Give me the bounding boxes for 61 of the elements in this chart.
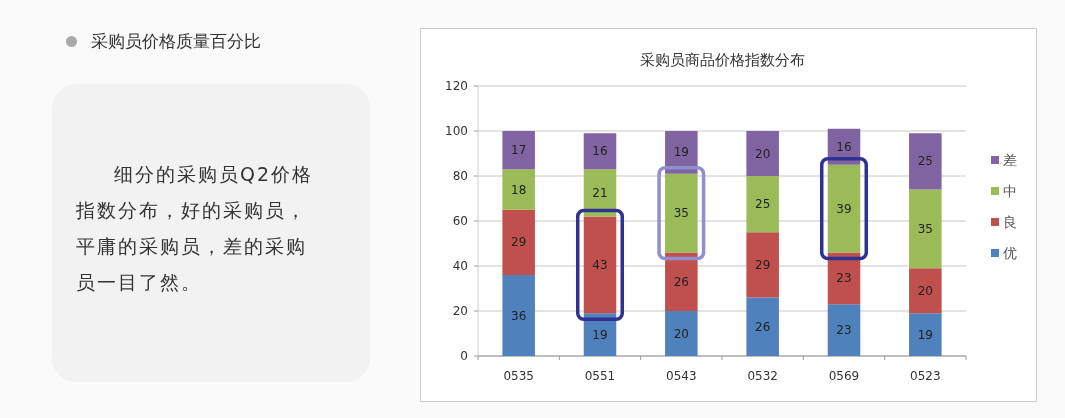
y-tick-label: 80 [452,169,468,183]
bar [909,268,942,314]
data-label: 26 [673,274,689,289]
bar [746,131,779,176]
bar [746,176,779,233]
legend-label: 优 [1003,245,1017,261]
x-tick-label: 0532 [747,369,778,383]
x-tick-label: 0551 [584,369,616,383]
bar [502,275,535,356]
data-label: 23 [836,271,852,286]
data-label: 19 [673,145,689,160]
data-label: 20 [673,326,689,341]
data-label: 16 [836,139,852,154]
data-label: 39 [836,201,852,216]
data-label: 35 [673,206,689,221]
bar [583,133,617,170]
data-label: 23 [836,323,852,338]
data-label: 25 [755,197,771,212]
bar [583,169,617,217]
data-label: 21 [592,185,608,200]
data-label: 18 [511,182,527,197]
x-tick-label: 0523 [910,369,941,383]
data-label: 20 [755,146,771,161]
y-tick-label: 20 [452,304,468,318]
y-tick-label: 0 [460,349,468,363]
bar [746,297,779,356]
chart-title: 采购员商品价格指数分布 [639,51,805,69]
data-label: 16 [592,144,608,159]
x-tick-label: 0543 [666,369,697,383]
y-tick-label: 100 [445,124,468,138]
y-tick-label: 60 [452,214,468,228]
bar [746,232,779,298]
data-label: 29 [511,235,527,250]
data-label: 29 [755,257,771,272]
data-label: 35 [917,221,933,236]
bar [909,189,942,269]
y-tick-label: 40 [452,259,468,273]
data-label: 19 [592,327,608,342]
bar [665,311,698,356]
text: 细分的采购员Q2价格指数分布，好的采购员，平庸的采购员，差的采购员一目了然。 [76,162,315,295]
data-label: 26 [755,319,771,334]
bar [909,313,942,356]
data-label: 43 [592,257,608,272]
data-label: 19 [917,327,933,342]
legend-label: 中 [1003,183,1017,199]
data-label: 20 [917,283,933,298]
y-tick-label: 120 [445,79,468,93]
x-tick-label: 0569 [828,369,860,383]
bar [502,209,535,275]
bar [909,133,942,190]
data-label: 36 [511,308,527,323]
data-label: 17 [511,143,527,158]
bar [827,304,861,356]
text: 采购员价格质量百分比 [91,30,261,53]
x-tick-label: 0535 [503,369,534,383]
bar [502,169,535,210]
bar [502,131,535,170]
data-label: 25 [917,154,933,169]
legend-label: 差 [1003,152,1017,168]
bar [665,252,698,311]
legend-label: 良 [1003,214,1017,230]
